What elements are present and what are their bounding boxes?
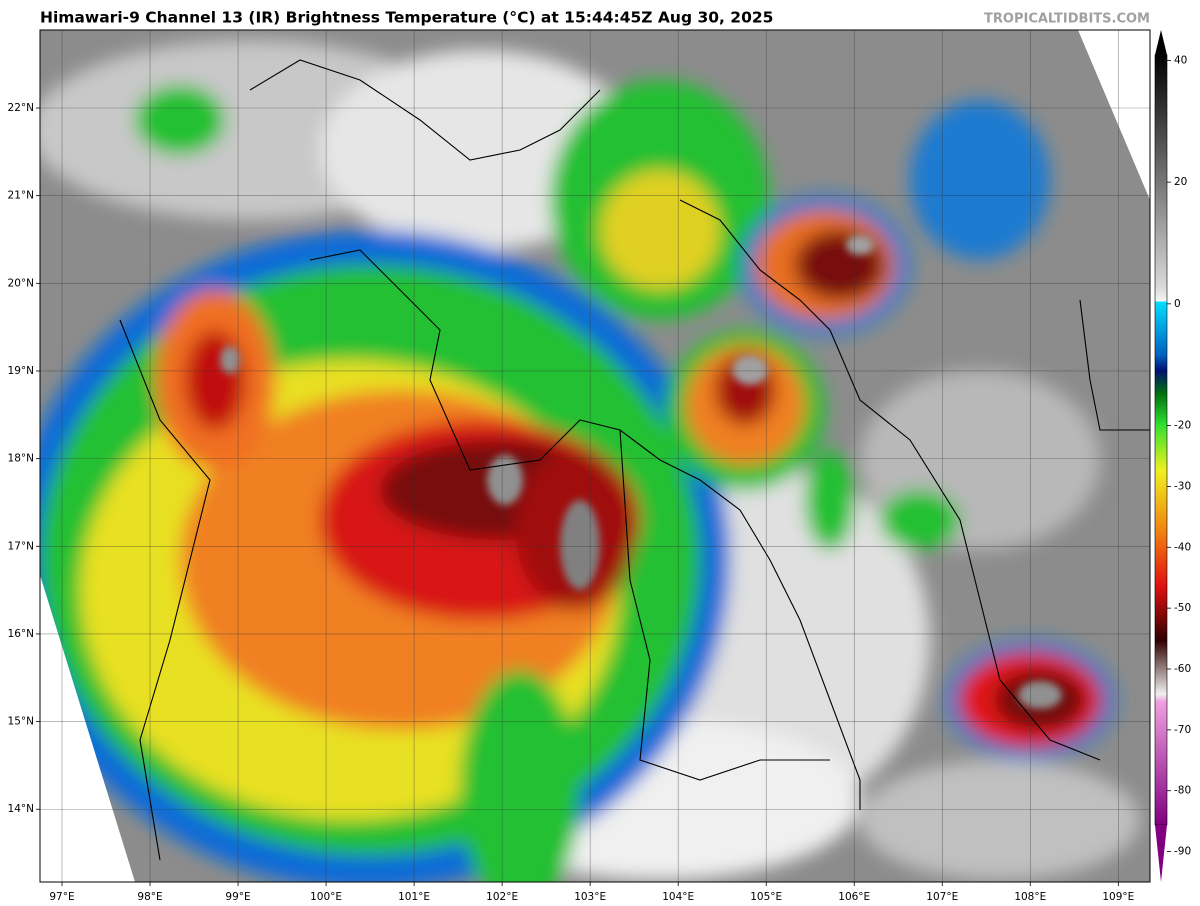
- colorbar: [1154, 54, 1168, 826]
- lon-tick-label: 97°E: [49, 891, 74, 903]
- lon-tick-label: 102°E: [486, 891, 518, 903]
- lat-tick-label: 16°N: [8, 628, 34, 640]
- lon-tick-label: 98°E: [137, 891, 162, 903]
- colorbar-extend-bottom: [1155, 825, 1167, 882]
- lon-tick-label: 106°E: [838, 891, 870, 903]
- colorbar-tick-label: 40: [1174, 54, 1187, 66]
- title: Himawari-9 Channel 13 (IR) Brightness Te…: [40, 9, 773, 27]
- colorbar-tick-label: -60: [1174, 663, 1191, 675]
- colorbar-tick-label: -20: [1174, 420, 1191, 432]
- lat-tick-label: 14°N: [8, 803, 34, 815]
- graticule: [40, 30, 1150, 882]
- lon-tick-label: 101°E: [398, 891, 430, 903]
- lon-tick-label: 100°E: [310, 891, 342, 903]
- lon-tick-label: 105°E: [750, 891, 782, 903]
- colorbar-extend-top: [1155, 30, 1167, 55]
- lat-tick-label: 22°N: [8, 102, 34, 114]
- lat-tick-label: 21°N: [8, 190, 34, 202]
- lon-tick-label: 108°E: [1014, 891, 1046, 903]
- lon-tick-label: 104°E: [662, 891, 694, 903]
- map-frame: [39, 29, 1151, 883]
- lat-tick-label: 19°N: [8, 365, 34, 377]
- colorbar-tick-label: -30: [1174, 480, 1191, 492]
- lat-tick-label: 17°N: [8, 540, 34, 552]
- colorbar-tick-label: -40: [1174, 541, 1191, 553]
- lon-tick-label: 107°E: [926, 891, 958, 903]
- lon-tick-label: 99°E: [225, 891, 250, 903]
- colorbar-tick-label: 0: [1174, 298, 1181, 310]
- colorbar-tick-label: 20: [1174, 176, 1187, 188]
- lon-tick-label: 109°E: [1102, 891, 1134, 903]
- colorbar-tick-label: -80: [1174, 785, 1191, 797]
- lon-tick-label: 103°E: [574, 891, 606, 903]
- colorbar-tick-label: -70: [1174, 724, 1191, 736]
- colorbar-tick-label: -90: [1174, 846, 1191, 858]
- lat-tick-label: 18°N: [8, 453, 34, 465]
- watermark: TROPICALTIDBITS.COM: [984, 12, 1150, 27]
- satellite-imagery: [40, 30, 1150, 882]
- lat-tick-label: 15°N: [8, 716, 34, 728]
- lat-tick-label: 20°N: [8, 277, 34, 289]
- colorbar-tick-label: -50: [1174, 602, 1191, 614]
